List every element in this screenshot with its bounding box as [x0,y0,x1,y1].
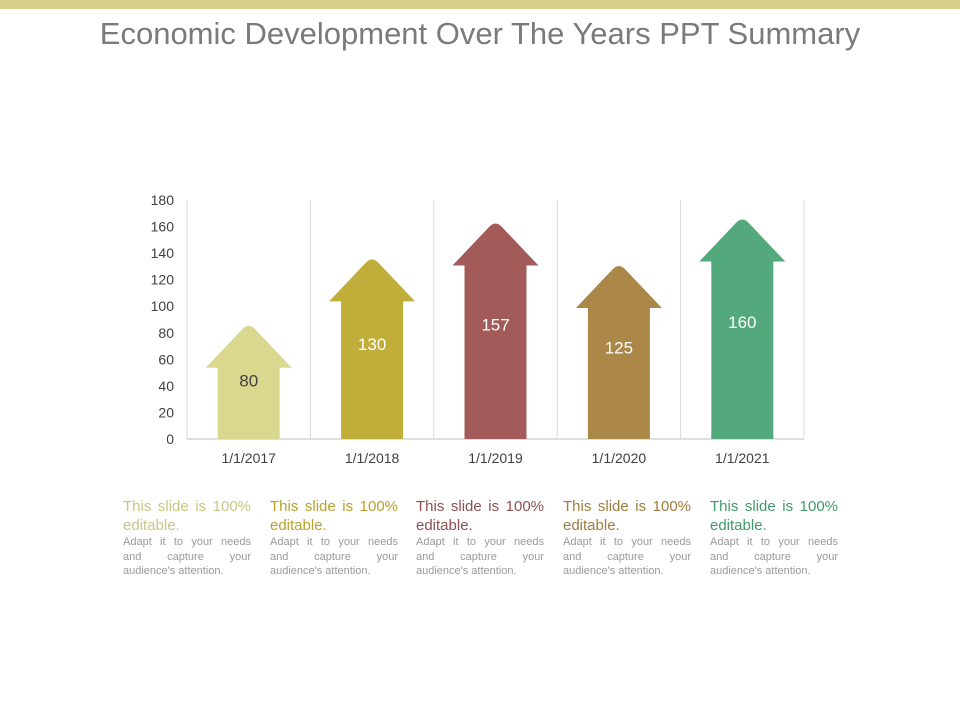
description-heading: This slide is 100% editable. [416,498,544,534]
y-tick-label: 80 [158,325,174,341]
y-tick-label: 40 [158,378,174,394]
x-tick-label: 1/1/2018 [345,450,400,466]
arrow-bar [329,259,416,439]
description-heading: This slide is 100% editable. [563,498,691,534]
y-tick-label: 20 [158,404,174,420]
y-tick-label: 140 [151,245,175,261]
description-5: This slide is 100% editable. Adapt it to… [710,497,838,579]
y-tick-label: 180 [151,192,175,208]
x-tick-label: 1/1/2017 [221,450,276,466]
description-heading: This slide is 100% editable. [710,498,838,534]
description-2: This slide is 100% editable. Adapt it to… [270,497,398,579]
x-tick-label: 1/1/2020 [592,450,647,466]
data-label: 130 [358,335,386,354]
x-tick-label: 1/1/2019 [468,450,523,466]
description-3: This slide is 100% editable. Adapt it to… [416,497,544,579]
data-label: 157 [481,315,509,334]
y-tick-label: 120 [151,272,175,288]
arrow-bar [205,325,292,439]
top-accent-bar [0,0,960,9]
data-label: 160 [728,313,756,332]
description-1: This slide is 100% editable. Adapt it to… [123,497,251,579]
description-4: This slide is 100% editable. Adapt it to… [563,497,691,579]
y-tick-label: 160 [151,219,175,235]
description-body: Adapt it to your needs and capture your … [710,536,838,577]
y-tick-label: 60 [158,351,174,367]
description-heading: This slide is 100% editable. [123,498,251,534]
arrow-bar [575,266,662,439]
slide-title: Economic Development Over The Years PPT … [99,16,861,51]
description-body: Adapt it to your needs and capture your … [416,536,544,577]
x-tick-label: 1/1/2021 [715,450,770,466]
y-tick-label: 0 [166,431,174,447]
description-body: Adapt it to your needs and capture your … [123,536,251,577]
description-body: Adapt it to your needs and capture your … [563,536,691,577]
data-label: 125 [605,339,633,358]
data-label: 80 [239,372,258,391]
description-heading: This slide is 100% editable. [270,498,398,534]
arrow-bar [699,219,786,439]
description-body: Adapt it to your needs and capture your … [270,536,398,577]
y-tick-label: 100 [151,298,175,314]
arrow-bar [452,223,539,439]
